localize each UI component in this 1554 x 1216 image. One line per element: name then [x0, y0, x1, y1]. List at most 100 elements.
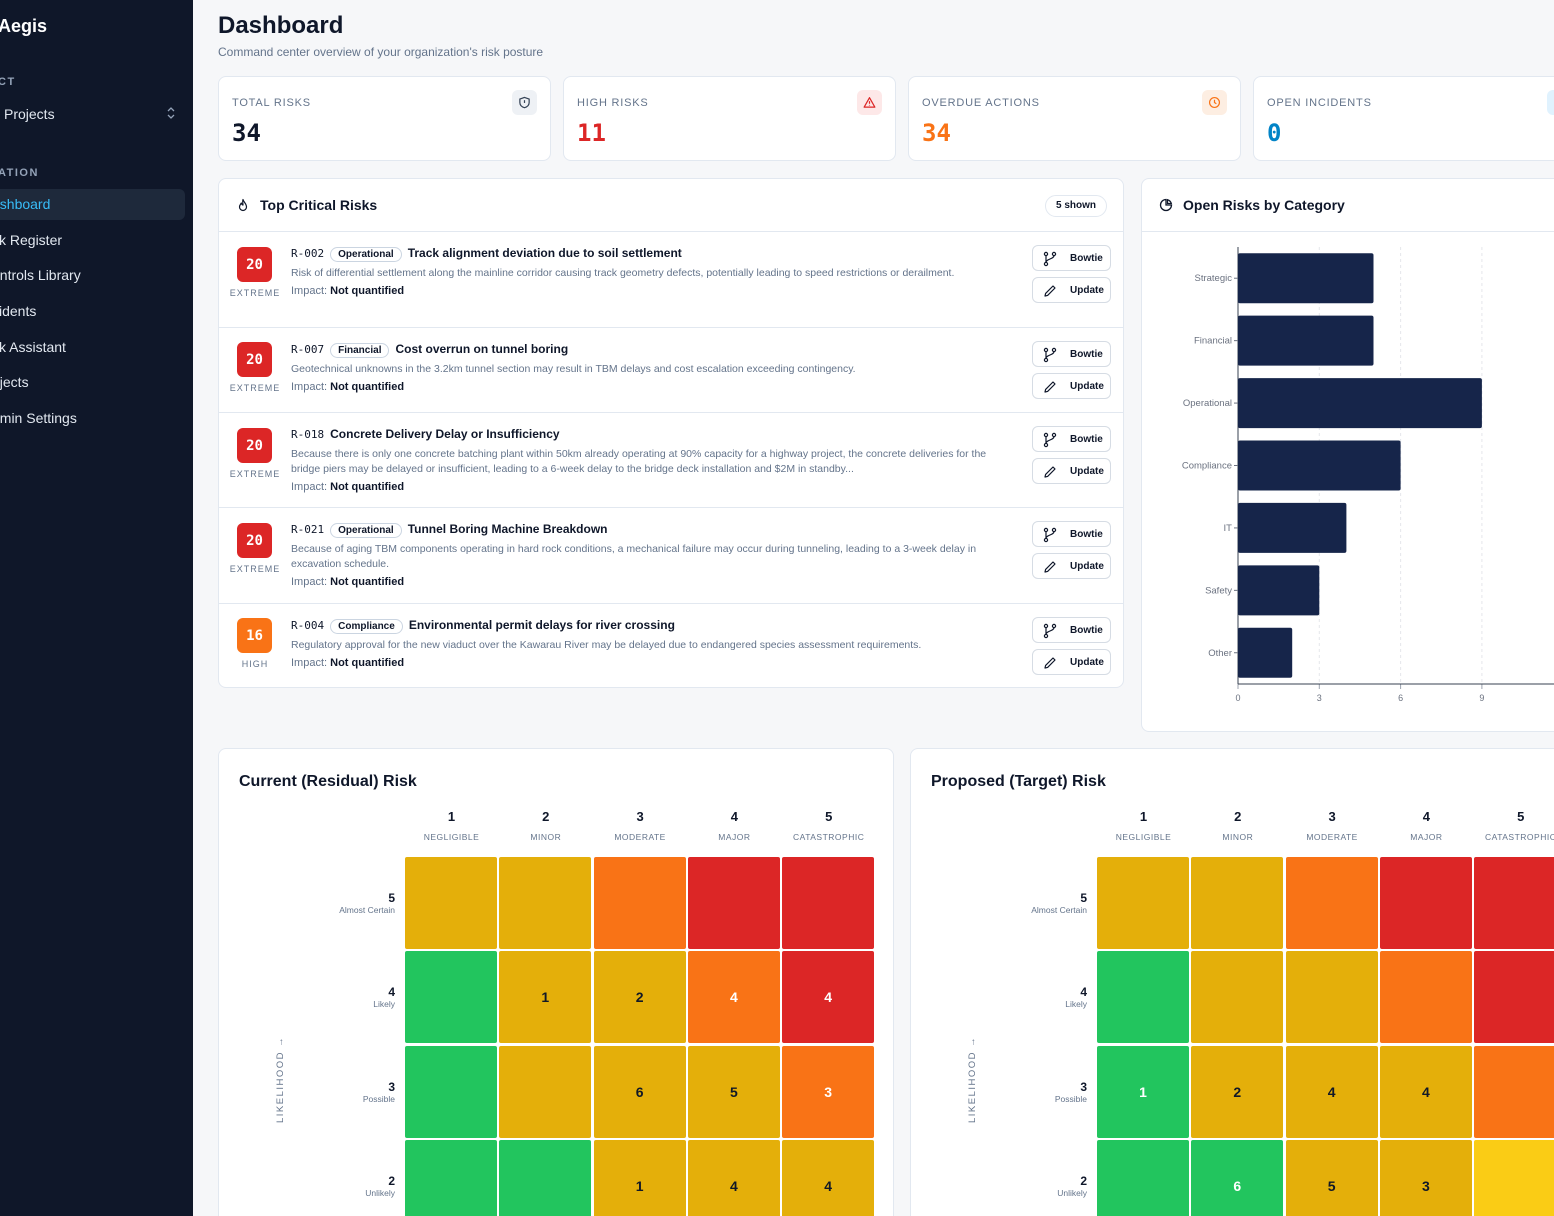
heatmap-cell[interactable]: 4 — [1285, 1045, 1378, 1138]
heatmap-cell[interactable]: 4 — [782, 1139, 875, 1216]
nav-item-dashboard[interactable]: ashboard — [0, 189, 185, 220]
pencil-icon — [1042, 559, 1058, 578]
bowtie-icon — [1042, 527, 1058, 546]
heatmap-cell[interactable] — [1097, 857, 1189, 949]
heatmap-cell[interactable] — [1379, 857, 1472, 949]
nav-item-projects[interactable]: ojects — [0, 367, 185, 398]
likelihood-number: 3 — [1080, 1079, 1087, 1094]
bowtie-button[interactable]: Bowtie — [1032, 341, 1111, 367]
section-label-project: CT — [0, 76, 16, 88]
heatmap-cell[interactable]: 1 — [1097, 1045, 1189, 1138]
heatmap-cell[interactable] — [1097, 951, 1189, 1044]
panel-title: Open Risks by Category — [1183, 197, 1345, 213]
heatmap-cell[interactable]: 4 — [687, 951, 780, 1044]
panel-title: Top Critical Risks — [260, 197, 378, 213]
bar-safety — [1238, 565, 1320, 616]
bowtie-icon — [1042, 251, 1058, 270]
risk-impact: Impact: Not quantified — [291, 285, 1011, 297]
bowtie-button[interactable]: Bowtie — [1032, 521, 1111, 547]
nav-item-risk-register[interactable]: sk Register — [0, 225, 185, 256]
risk-row[interactable]: 16 HIGH R-004 Compliance Environmental permi… — [219, 604, 1123, 687]
impact-label: Impact: — [291, 285, 328, 297]
nav-item-label: ojects — [0, 374, 29, 390]
likelihood-number: 2 — [388, 1173, 395, 1188]
heatmap-cell[interactable] — [1191, 857, 1284, 949]
nav-item-incidents[interactable]: cidents — [0, 296, 185, 327]
heatmap-title: Proposed (Target) Risk — [931, 773, 1106, 790]
bowtie-button[interactable]: Bowtie — [1032, 426, 1111, 452]
impact-column-header: 5 CATASTROPHIC — [782, 809, 875, 842]
nav-item-controls-library[interactable]: ontrols Library — [0, 260, 185, 291]
impact-label: Impact: — [291, 657, 328, 669]
likelihood-label: Possible — [362, 1093, 395, 1104]
heatmap-cell[interactable]: 1 — [593, 1139, 686, 1216]
kpi-value: 11 — [577, 119, 606, 147]
nav-item-admin-settings[interactable]: dmin Settings — [0, 403, 185, 434]
heatmap-cell[interactable]: 2 — [1191, 1045, 1284, 1138]
heatmap-cell[interactable] — [499, 1045, 592, 1138]
update-button[interactable]: Update — [1032, 373, 1111, 399]
sidebar: Aegis CT Projects ATION ashboard sk Regi… — [0, 0, 193, 1216]
heatmap-cell[interactable] — [1474, 1139, 1554, 1216]
risk-row[interactable]: 20 EXTREME R-007 Financial Cost overrun on t… — [219, 328, 1123, 413]
risk-description: Risk of differential settlement along th… — [291, 267, 955, 279]
heatmap-cell[interactable] — [1474, 951, 1554, 1044]
risk-id: R-018 — [291, 428, 325, 441]
update-button[interactable]: Update — [1032, 553, 1111, 579]
heatmap-cell[interactable] — [593, 857, 686, 949]
heatmap-cell[interactable] — [405, 1045, 497, 1138]
project-selector[interactable]: Projects — [4, 106, 176, 126]
update-button[interactable]: Update — [1032, 458, 1111, 484]
heatmap-cell[interactable] — [405, 951, 497, 1044]
heatmap-cell[interactable]: 1 — [499, 951, 592, 1044]
heatmap-cell[interactable] — [1379, 951, 1472, 1044]
risk-row[interactable]: 20 EXTREME R-018 Concrete Delivery Delay or… — [219, 413, 1123, 508]
heatmap-cell[interactable]: 5 — [1285, 1139, 1378, 1216]
update-button[interactable]: Update — [1032, 277, 1111, 303]
impact-number: 4 — [730, 809, 738, 824]
bowtie-button-label: Bowtie — [1070, 253, 1103, 264]
heatmap-cell[interactable]: 6 — [1191, 1139, 1284, 1216]
heatmap-cell[interactable] — [687, 857, 780, 949]
nav-item-label: cidents — [0, 303, 37, 319]
heatmap-cell[interactable] — [1191, 951, 1284, 1044]
heatmap-cell[interactable] — [1285, 951, 1378, 1044]
risk-body: R-021 Operational Tunnel Boring Machine Br… — [291, 520, 1011, 588]
heatmap-cell[interactable]: 2 — [593, 951, 686, 1044]
current-risk-heatmap-panel: Current (Residual) Risk 1 NEGLIGIBLE 2 MINO… — [218, 748, 894, 1216]
heatmap-cell[interactable]: 4 — [687, 1139, 780, 1216]
bowtie-button[interactable]: Bowtie — [1032, 245, 1111, 271]
update-button[interactable]: Update — [1032, 649, 1111, 675]
impact-number: 1 — [447, 809, 456, 824]
kpi-card-open-incidents: OPEN INCIDENTS 0 — [1253, 76, 1554, 161]
heatmap-cell[interactable]: 4 — [782, 951, 875, 1044]
heatmap-cell[interactable]: 3 — [1379, 1139, 1472, 1216]
heatmap-cell[interactable] — [1474, 1045, 1554, 1138]
impact-column-header: 4 MAJOR — [1380, 809, 1473, 842]
risk-row[interactable]: 20 EXTREME R-021 Operational Tunnel Boring M… — [219, 508, 1123, 604]
risk-row[interactable]: 20 EXTREME R-002 Operational Track alignment… — [219, 232, 1123, 328]
heatmap-cell[interactable]: 5 — [687, 1045, 780, 1138]
impact-label: MODERATE — [1306, 832, 1358, 842]
heatmap-cell[interactable]: 4 — [1379, 1045, 1472, 1138]
impact-column-header: 3 MODERATE — [1286, 809, 1379, 842]
update-button-label: Update — [1070, 466, 1104, 477]
heatmap-cell[interactable] — [405, 857, 497, 949]
heatmap-cell[interactable] — [1285, 857, 1378, 949]
heatmap-cell[interactable]: 6 — [593, 1045, 686, 1138]
heatmap-cell[interactable] — [1474, 857, 1554, 949]
nav-item-risk-assistant[interactable]: sk Assistant — [0, 332, 185, 363]
likelihood-number: 5 — [388, 891, 395, 905]
impact-column-header: 3 MODERATE — [594, 809, 687, 842]
heatmap-cell[interactable]: 3 — [782, 1045, 875, 1138]
bar-compliance — [1238, 440, 1401, 491]
impact-label: NEGLIGIBLE — [423, 832, 480, 842]
bowtie-button[interactable]: Bowtie — [1032, 617, 1111, 643]
heatmap-cell[interactable] — [405, 1139, 497, 1216]
heatmap-cell[interactable] — [499, 1139, 592, 1216]
heatmap-cell[interactable] — [782, 857, 875, 949]
heatmap-cell[interactable] — [499, 857, 592, 949]
impact-label: MODERATE — [614, 832, 666, 842]
heatmap-cell[interactable] — [1097, 1139, 1189, 1216]
incident-icon — [1547, 90, 1554, 115]
